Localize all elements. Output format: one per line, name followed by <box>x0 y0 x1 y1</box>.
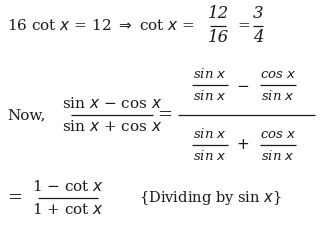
Text: cos $x$: cos $x$ <box>260 69 296 81</box>
Text: $-$: $-$ <box>236 78 250 92</box>
Text: sin $x$: sin $x$ <box>193 67 227 81</box>
Text: $+$: $+$ <box>237 138 250 152</box>
Text: 1 + cot $x$: 1 + cot $x$ <box>32 202 104 217</box>
Text: =: = <box>237 19 250 33</box>
Text: sin $x$: sin $x$ <box>193 128 227 141</box>
Text: sin $x$: sin $x$ <box>261 89 295 103</box>
Text: 1 $-$ cot $x$: 1 $-$ cot $x$ <box>32 179 104 194</box>
Text: {Dividing by sin $x$}: {Dividing by sin $x$} <box>138 189 281 207</box>
Text: 4: 4 <box>253 30 263 47</box>
Text: sin $x$: sin $x$ <box>193 148 227 163</box>
Text: sin $x$: sin $x$ <box>193 89 227 103</box>
Text: 3: 3 <box>253 5 263 22</box>
Text: 16 cot $x$ = 12 $\Rightarrow$ cot $x$ =: 16 cot $x$ = 12 $\Rightarrow$ cot $x$ = <box>7 18 195 34</box>
Text: =: = <box>7 189 22 207</box>
Text: sin $x$ $-$ cos $x$: sin $x$ $-$ cos $x$ <box>62 96 162 111</box>
Text: =: = <box>158 106 173 124</box>
Text: sin $x$: sin $x$ <box>261 148 295 163</box>
Text: sin $x$ + cos $x$: sin $x$ + cos $x$ <box>62 119 162 134</box>
Text: Now,: Now, <box>7 108 46 122</box>
Text: 12: 12 <box>207 5 228 22</box>
Text: cos $x$: cos $x$ <box>260 128 296 141</box>
Text: 16: 16 <box>207 30 228 47</box>
